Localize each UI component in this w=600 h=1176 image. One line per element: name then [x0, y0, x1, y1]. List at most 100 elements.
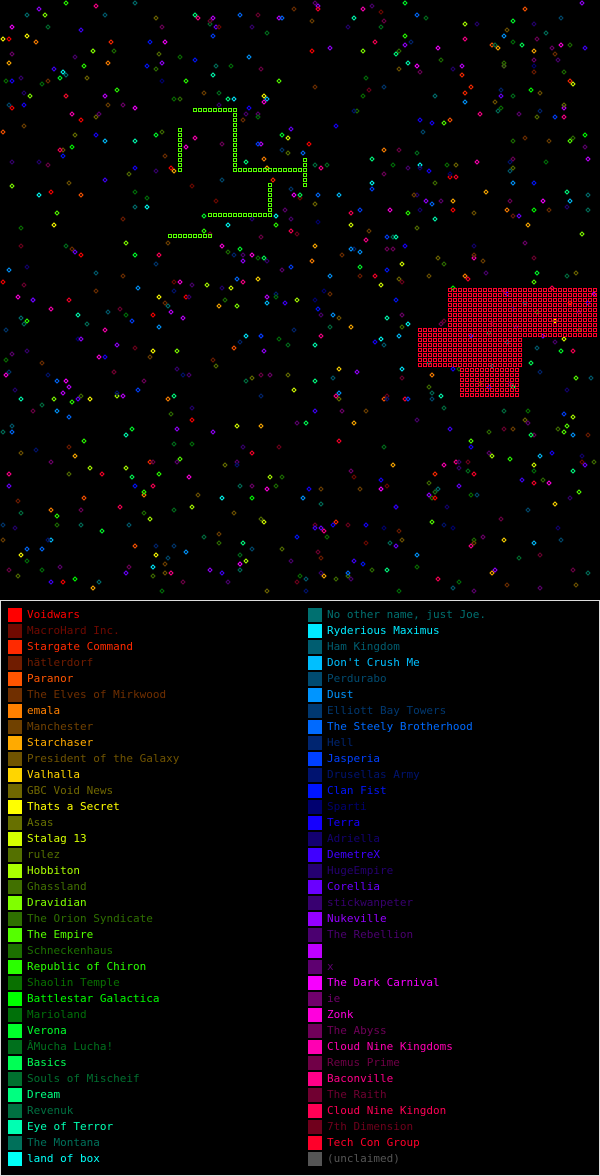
swatch [308, 816, 322, 830]
faction-name: land of box [27, 1152, 100, 1165]
swatch [8, 1024, 22, 1038]
faction-name: The Orion Syndicate [27, 912, 153, 925]
faction-name: Jasperia [327, 752, 380, 765]
swatch [8, 1056, 22, 1070]
swatch [308, 896, 322, 910]
swatch [8, 880, 22, 894]
swatch [308, 1152, 322, 1166]
faction-name: Stalag 13 [27, 832, 87, 845]
swatch [8, 976, 22, 990]
swatch [308, 704, 322, 718]
swatch [8, 1072, 22, 1086]
faction-name: Stargate Command [27, 640, 133, 653]
faction-name: No other name, just Joe. [327, 608, 486, 621]
swatch [8, 672, 22, 686]
faction-name: Clan Fist [327, 784, 387, 797]
swatch [308, 672, 322, 686]
faction-name: Nukeville [327, 912, 387, 925]
faction-name: ÂMucha Lucha! [27, 1040, 114, 1053]
legend: Voidwars MacroHard Inc. Stargate Command hä… [0, 600, 600, 1176]
swatch [8, 688, 22, 702]
swatch [8, 1104, 22, 1118]
swatch [308, 688, 322, 702]
swatch [308, 1040, 322, 1054]
swatch [308, 624, 322, 638]
faction-name: The Steely Brotherhood [327, 720, 473, 733]
faction-name: Eye of Terror [27, 1120, 114, 1133]
swatch [8, 736, 22, 750]
swatch [308, 976, 322, 990]
faction-name: Battlestar Galactica [27, 992, 160, 1005]
faction-name: President of the Galaxy [27, 752, 180, 765]
faction-name: The Montana [27, 1136, 100, 1149]
swatch [308, 1088, 322, 1102]
faction-name: Paranor [27, 672, 74, 685]
faction-name: The Abyss [327, 1024, 387, 1037]
faction-name: Zonk [327, 1008, 354, 1021]
faction-name: Schneckenhaus [27, 944, 114, 957]
faction-name: The Elves of Mirkwood [27, 688, 167, 701]
faction-name: emala [27, 704, 61, 717]
faction-name: Hell [327, 736, 354, 749]
faction-name: Don't Crush Me [327, 656, 420, 669]
faction-name: Cloud Nine Kingdoms [327, 1040, 453, 1053]
swatch [8, 1120, 22, 1134]
faction-name: Dravidian [27, 896, 87, 909]
faction-name: Marioland [27, 1008, 87, 1021]
faction-name: Drusellas Army [327, 768, 420, 781]
faction-name: Revenuk [27, 1104, 74, 1117]
faction-name: Souls of Mischeif [27, 1072, 140, 1085]
faction-name: Thats a Secret [27, 800, 120, 813]
swatch [8, 864, 22, 878]
swatch [308, 1072, 322, 1086]
swatch [8, 1040, 22, 1054]
faction-name: hätlerdorf [27, 656, 94, 669]
faction-name: Valhalla [27, 768, 80, 781]
swatch [308, 960, 322, 974]
swatch [308, 848, 322, 862]
faction-name: Adriella [327, 832, 380, 845]
swatch [308, 640, 322, 654]
stars [0, 0, 597, 594]
swatch [8, 800, 22, 814]
galaxy-map [0, 0, 597, 594]
swatch [8, 640, 22, 654]
swatch [308, 736, 322, 750]
faction-name: Cloud Nine Kingdon [327, 1104, 447, 1117]
swatch [8, 656, 22, 670]
swatch [308, 944, 322, 958]
swatch [308, 784, 322, 798]
faction-name: Manchester [27, 720, 94, 733]
faction-name: Shaolin Temple [27, 976, 120, 989]
faction-name: Perdurabo [327, 672, 387, 685]
faction-name: Corellia [327, 880, 380, 893]
faction-name: Basics [27, 1056, 67, 1069]
faction-name: Ghassland [27, 880, 87, 893]
swatch [308, 832, 322, 846]
swatch [8, 832, 22, 846]
swatch [8, 944, 22, 958]
faction-name: Starchaser [27, 736, 94, 749]
faction-name: Ryderious Maximus [327, 624, 440, 637]
swatch [308, 928, 322, 942]
swatch [8, 768, 22, 782]
swatch [308, 1104, 322, 1118]
faction-name: Ham Kingdom [327, 640, 400, 653]
faction-name: Remus Prime [327, 1056, 400, 1069]
faction-name: The Rebellion [327, 928, 414, 941]
faction-name: The Empire [27, 928, 94, 941]
faction-name: 7th Dimension [327, 1120, 414, 1133]
swatch [308, 880, 322, 894]
faction-name: Dust [327, 688, 354, 701]
faction-name: GBC Void News [27, 784, 114, 797]
faction-name: Verona [27, 1024, 67, 1037]
swatch [308, 1120, 322, 1134]
swatch [8, 912, 22, 926]
swatch [8, 1152, 22, 1166]
swatch [308, 608, 322, 622]
swatch [8, 1088, 22, 1102]
swatch [8, 784, 22, 798]
swatch [308, 768, 322, 782]
swatch [308, 800, 322, 814]
